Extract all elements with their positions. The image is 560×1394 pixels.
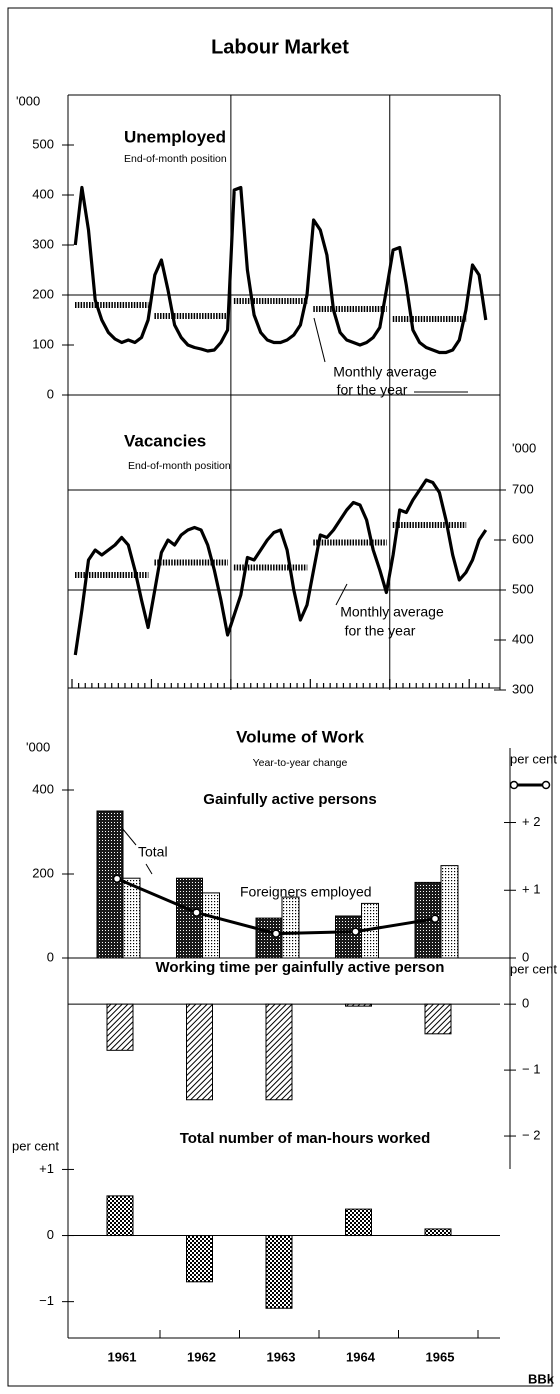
y-tick-label: 500 (32, 136, 54, 151)
y-tick-label: 400 (512, 631, 534, 646)
bar (424, 1003, 452, 1035)
y-axis-label: per cent (12, 1138, 59, 1153)
panel-title: Working time per gainfully active person (156, 959, 445, 976)
y-tick-label: 0 (522, 996, 529, 1011)
bar (176, 877, 203, 959)
y-tick-label: 600 (512, 531, 534, 546)
panel-title: Unemployed (124, 127, 226, 146)
line-point (271, 929, 281, 938)
bar (186, 1235, 213, 1283)
panel-title: Vacancies (124, 431, 206, 450)
bar (281, 896, 300, 959)
bar (345, 1003, 372, 1007)
bar (106, 1003, 134, 1051)
y-tick-label: 700 (512, 481, 534, 496)
y-tick-label: + 1 (522, 882, 540, 897)
x-tick-label: 1965 (426, 1349, 455, 1364)
bar (186, 1003, 213, 1101)
y-tick-label: − 2 (522, 1127, 540, 1142)
y-tick-label: 200 (32, 286, 54, 301)
y-tick-label: 0 (47, 386, 54, 401)
annotation: Monthly average (340, 604, 444, 620)
line-point (430, 914, 440, 923)
bar (424, 1228, 452, 1237)
bar (265, 1235, 293, 1309)
y-tick-label: 100 (32, 336, 54, 351)
y-axis-label: '000 (26, 739, 50, 754)
annotation: for the year (345, 623, 416, 639)
panel-subtitle: End-of-month position (128, 460, 231, 472)
panel-title: Volume of Work (236, 727, 364, 746)
annotation-leader (313, 317, 326, 363)
line-point (192, 908, 201, 917)
y-tick-label: 400 (32, 186, 54, 201)
panel-heading: Gainfully active persons (203, 791, 376, 808)
x-tick-label: 1961 (108, 1349, 137, 1364)
series-line (73, 185, 488, 355)
bar (265, 1003, 293, 1101)
panel-title: Total number of man-hours worked (180, 1130, 431, 1147)
bar (122, 877, 141, 959)
legend-symbol (509, 780, 519, 790)
y-axis-label: per cent (510, 961, 557, 976)
series-label: Foreigners employed (240, 884, 372, 900)
annotation-leader (335, 583, 348, 606)
panel-subtitle: End-of-month position (124, 153, 227, 165)
y-axis-label: '000 (16, 93, 40, 108)
y-tick-label: 300 (32, 236, 54, 251)
line-point (351, 927, 360, 936)
bar (345, 1208, 372, 1237)
y-tick-label: + 2 (522, 814, 540, 829)
page-border (7, 7, 553, 1387)
series-line (73, 478, 488, 656)
y2-axis-label: per cent (510, 751, 557, 766)
y-tick-label: 500 (512, 581, 534, 596)
x-tick-label: 1964 (346, 1349, 376, 1364)
y-tick-label: 0 (47, 949, 54, 964)
label-leader (145, 863, 153, 875)
line-point (112, 874, 122, 883)
y-tick-label: 0 (47, 1227, 54, 1242)
panel-subtitle: Year-to-year change (253, 757, 348, 769)
y-tick-label: 0 (522, 949, 529, 964)
y-tick-label: −1 (39, 1293, 54, 1308)
annotation: Monthly average (333, 364, 437, 380)
y-tick-label: − 1 (522, 1062, 540, 1077)
x-tick-label: 1962 (187, 1349, 216, 1364)
bar (96, 810, 124, 959)
bar (335, 915, 362, 959)
y-tick-label: 400 (32, 781, 54, 796)
credit: BBk (528, 1371, 555, 1386)
series-label: Total (138, 844, 168, 860)
bar (255, 917, 283, 959)
bar (106, 1195, 134, 1237)
y-axis-label: '000 (512, 440, 536, 455)
bar (202, 892, 220, 959)
y-tick-label: +1 (39, 1161, 54, 1176)
y-tick-label: 300 (512, 681, 534, 696)
label-leader (121, 827, 137, 846)
legend-symbol (541, 780, 551, 790)
x-tick-label: 1963 (267, 1349, 296, 1364)
bar (440, 865, 459, 959)
page-title: Labour Market (211, 36, 349, 58)
y-tick-label: 200 (32, 865, 54, 880)
